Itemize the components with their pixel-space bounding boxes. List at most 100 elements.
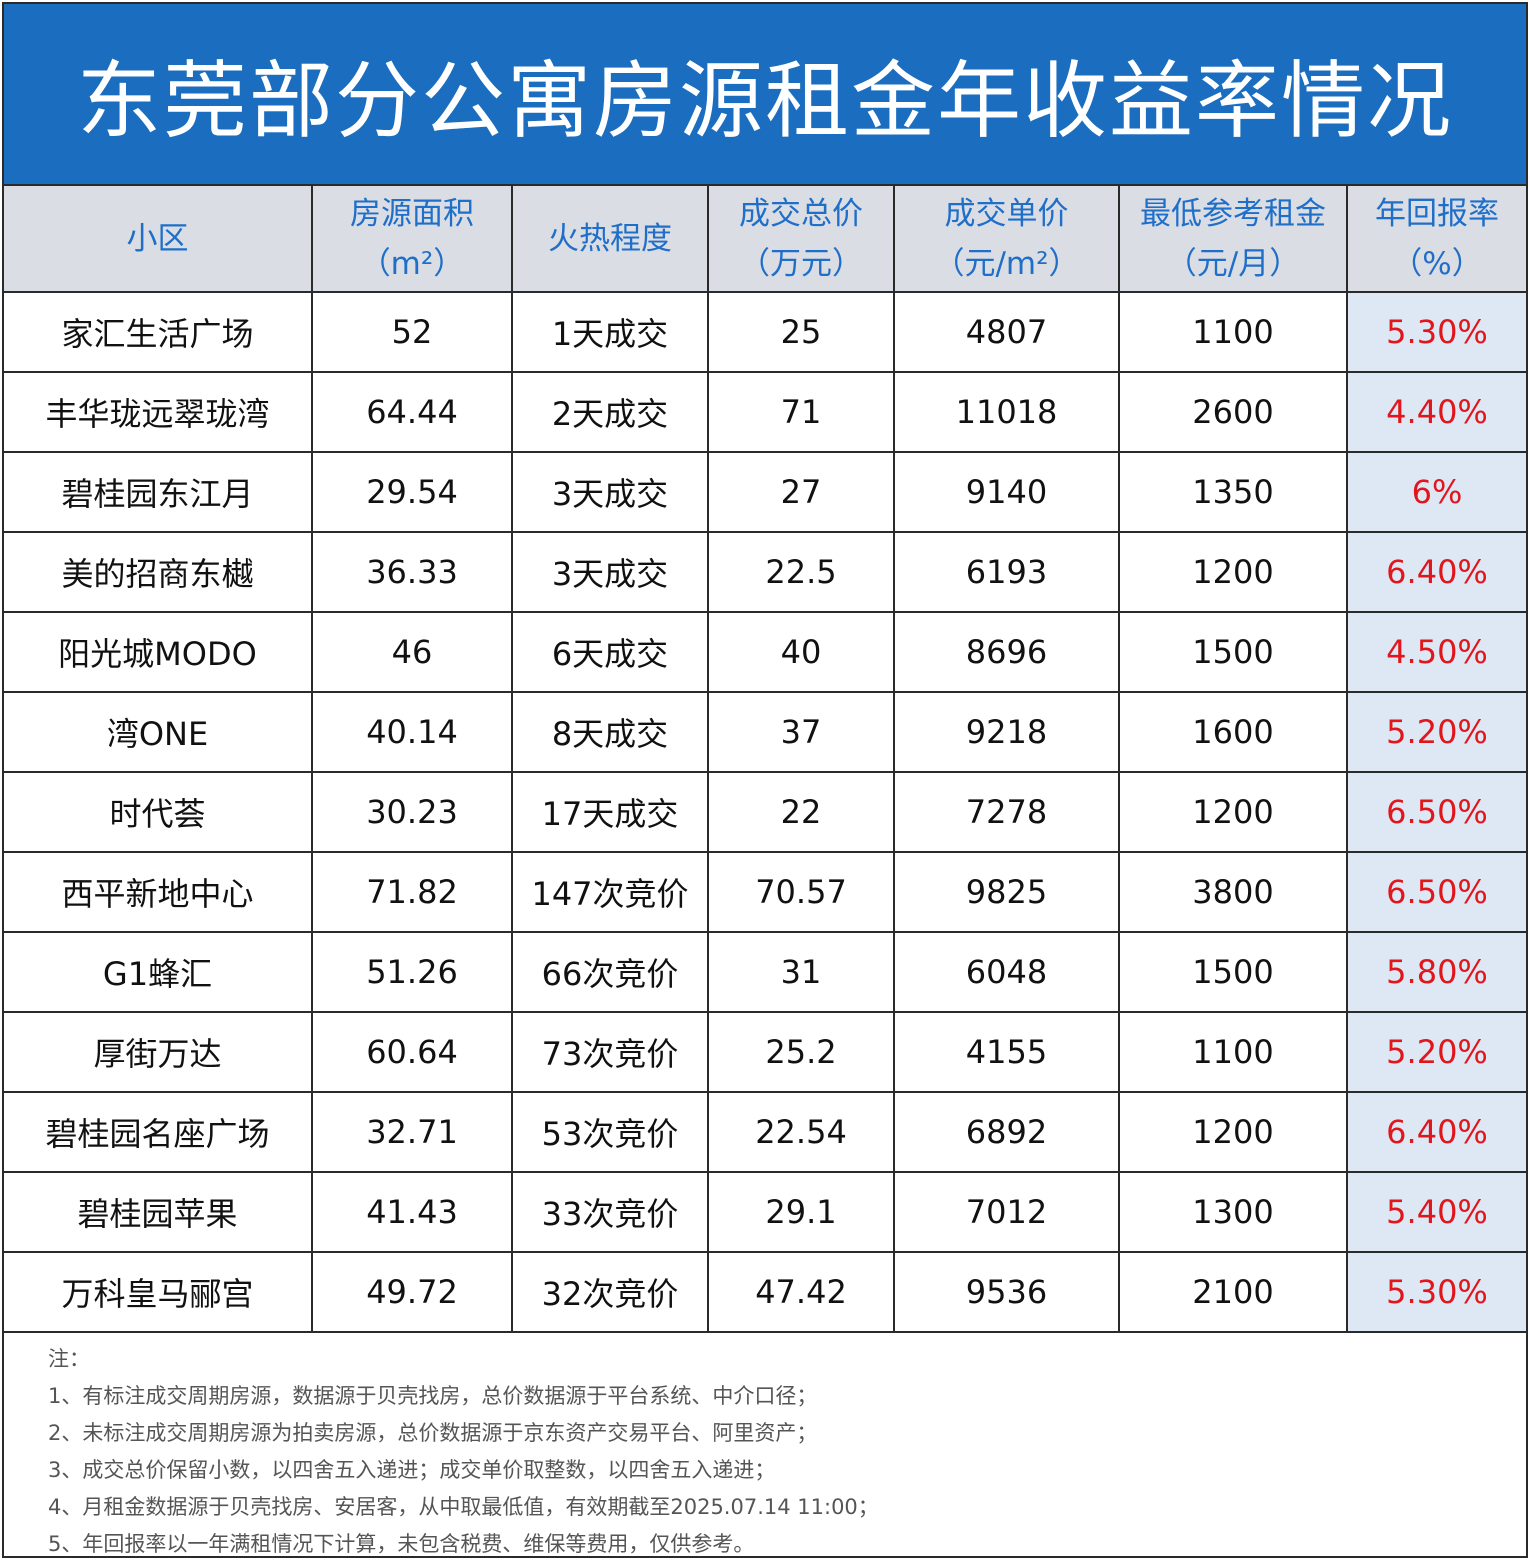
- cell-min-rent: 1300: [1118, 1171, 1348, 1253]
- yield-table: 小区 房源面积 （m²） 火热程度 成交总价 （万元） 成交单价 （元/m²） 最低参…: [4, 186, 1526, 1333]
- cell-area: 36.33: [311, 531, 513, 613]
- cell-annual-yield: 6.40%: [1346, 1091, 1526, 1173]
- cell-min-rent: 1100: [1118, 291, 1348, 373]
- cell-unit-price: 7278: [893, 771, 1120, 853]
- table-row: 湾ONE 40.14 8天成交 37 9218 1600 5.20%: [4, 691, 1526, 773]
- cell-community: 湾ONE: [4, 691, 313, 773]
- header-community: 小区: [4, 186, 313, 293]
- cell-min-rent: 1350: [1118, 451, 1348, 533]
- cell-annual-yield: 6.40%: [1346, 531, 1526, 613]
- cell-min-rent: 3800: [1118, 851, 1348, 933]
- header-unit-price: 成交单价 （元/m²）: [893, 186, 1120, 293]
- cell-community: 西平新地中心: [4, 851, 313, 933]
- table-row: 西平新地中心 71.82 147次竞价 70.57 9825 3800 6.50%: [4, 851, 1526, 933]
- cell-popularity: 33次竞价: [511, 1171, 709, 1253]
- cell-min-rent: 1200: [1118, 1091, 1348, 1173]
- cell-total-price: 40: [707, 611, 895, 693]
- cell-area: 29.54: [311, 451, 513, 533]
- cell-area: 52: [311, 291, 513, 373]
- cell-popularity: 1天成交: [511, 291, 709, 373]
- cell-unit-price: 9140: [893, 451, 1120, 533]
- cell-popularity: 53次竞价: [511, 1091, 709, 1173]
- cell-annual-yield: 4.40%: [1346, 371, 1526, 453]
- table-row: 厚街万达 60.64 73次竞价 25.2 4155 1100 5.20%: [4, 1011, 1526, 1093]
- page-title: 东莞部分公寓房源租金年收益率情况: [76, 51, 1453, 150]
- cell-annual-yield: 5.20%: [1346, 691, 1526, 773]
- cell-min-rent: 1100: [1118, 1011, 1348, 1093]
- header-area: 房源面积 （m²）: [311, 186, 513, 293]
- cell-community: G1蜂汇: [4, 931, 313, 1013]
- cell-total-price: 70.57: [707, 851, 895, 933]
- cell-min-rent: 2600: [1118, 371, 1348, 453]
- table-row: 丰华珑远翠珑湾 64.44 2天成交 71 11018 2600 4.40%: [4, 371, 1526, 453]
- note-item: 4、月租金数据源于贝壳找房、安居客，从中取最低值，有效期截至2025.07.14…: [48, 1495, 879, 1519]
- cell-unit-price: 6892: [893, 1091, 1120, 1173]
- footnotes: 注： 1、有标注成交周期房源，数据源于贝壳找房，总价数据源于平台系统、中介口径； 2…: [4, 1333, 1526, 1563]
- cell-unit-price: 8696: [893, 611, 1120, 693]
- table-row: 时代荟 30.23 17天成交 22 7278 1200 6.50%: [4, 771, 1526, 853]
- cell-unit-price: 6048: [893, 931, 1120, 1013]
- cell-community: 万科皇马郦宫: [4, 1251, 313, 1333]
- cell-popularity: 32次竞价: [511, 1251, 709, 1333]
- cell-popularity: 3天成交: [511, 531, 709, 613]
- cell-total-price: 29.1: [707, 1171, 895, 1253]
- table-row: 家汇生活广场 52 1天成交 25 4807 1100 5.30%: [4, 291, 1526, 373]
- note-item: 2、未标注成交周期房源为拍卖房源，总价数据源于京东资产交易平台、阿里资产；: [48, 1421, 818, 1445]
- title-banner: 东莞部分公寓房源租金年收益率情况: [4, 4, 1526, 186]
- cell-community: 时代荟: [4, 771, 313, 853]
- cell-area: 51.26: [311, 931, 513, 1013]
- table-row: 阳光城MODO 46 6天成交 40 8696 1500 4.50%: [4, 611, 1526, 693]
- cell-annual-yield: 5.40%: [1346, 1171, 1526, 1253]
- cell-unit-price: 11018: [893, 371, 1120, 453]
- cell-min-rent: 1200: [1118, 771, 1348, 853]
- cell-annual-yield: 5.20%: [1346, 1011, 1526, 1093]
- cell-area: 71.82: [311, 851, 513, 933]
- cell-area: 41.43: [311, 1171, 513, 1253]
- cell-min-rent: 1500: [1118, 611, 1348, 693]
- cell-total-price: 25.2: [707, 1011, 895, 1093]
- cell-popularity: 6天成交: [511, 611, 709, 693]
- cell-annual-yield: 6.50%: [1346, 851, 1526, 933]
- cell-popularity: 2天成交: [511, 371, 709, 453]
- cell-area: 46: [311, 611, 513, 693]
- note-item: 5、年回报率以一年满租情况下计算，未包含税费、维保等费用，仅供参考。: [48, 1532, 755, 1556]
- cell-popularity: 66次竞价: [511, 931, 709, 1013]
- cell-unit-price: 6193: [893, 531, 1120, 613]
- cell-min-rent: 1600: [1118, 691, 1348, 773]
- table-row: 美的招商东樾 36.33 3天成交 22.5 6193 1200 6.40%: [4, 531, 1526, 613]
- table-row: G1蜂汇 51.26 66次竞价 31 6048 1500 5.80%: [4, 931, 1526, 1013]
- table-row: 碧桂园名座广场 32.71 53次竞价 22.54 6892 1200 6.40%: [4, 1091, 1526, 1173]
- cell-community: 家汇生活广场: [4, 291, 313, 373]
- cell-total-price: 71: [707, 371, 895, 453]
- cell-community: 丰华珑远翠珑湾: [4, 371, 313, 453]
- cell-annual-yield: 4.50%: [1346, 611, 1526, 693]
- cell-min-rent: 1500: [1118, 931, 1348, 1013]
- cell-total-price: 47.42: [707, 1251, 895, 1333]
- cell-annual-yield: 5.30%: [1346, 291, 1526, 373]
- cell-community: 碧桂园东江月: [4, 451, 313, 533]
- cell-area: 60.64: [311, 1011, 513, 1093]
- cell-total-price: 22.54: [707, 1091, 895, 1173]
- table-row: 碧桂园东江月 29.54 3天成交 27 9140 1350 6%: [4, 451, 1526, 533]
- cell-min-rent: 2100: [1118, 1251, 1348, 1333]
- cell-community: 碧桂园名座广场: [4, 1091, 313, 1173]
- cell-unit-price: 4155: [893, 1011, 1120, 1093]
- cell-annual-yield: 6.50%: [1346, 771, 1526, 853]
- cell-popularity: 3天成交: [511, 451, 709, 533]
- cell-community: 美的招商东樾: [4, 531, 313, 613]
- cell-total-price: 27: [707, 451, 895, 533]
- table-header-row: 小区 房源面积 （m²） 火热程度 成交总价 （万元） 成交单价 （元/m²） 最低参…: [4, 186, 1526, 293]
- header-popularity: 火热程度: [511, 186, 709, 293]
- cell-area: 30.23: [311, 771, 513, 853]
- cell-area: 49.72: [311, 1251, 513, 1333]
- notes-heading: 注：: [48, 1347, 90, 1371]
- cell-unit-price: 4807: [893, 291, 1120, 373]
- cell-popularity: 17天成交: [511, 771, 709, 853]
- cell-unit-price: 9536: [893, 1251, 1120, 1333]
- cell-total-price: 37: [707, 691, 895, 773]
- cell-total-price: 31: [707, 931, 895, 1013]
- cell-unit-price: 7012: [893, 1171, 1120, 1253]
- cell-community: 厚街万达: [4, 1011, 313, 1093]
- header-min-rent: 最低参考租金 （元/月）: [1118, 186, 1348, 293]
